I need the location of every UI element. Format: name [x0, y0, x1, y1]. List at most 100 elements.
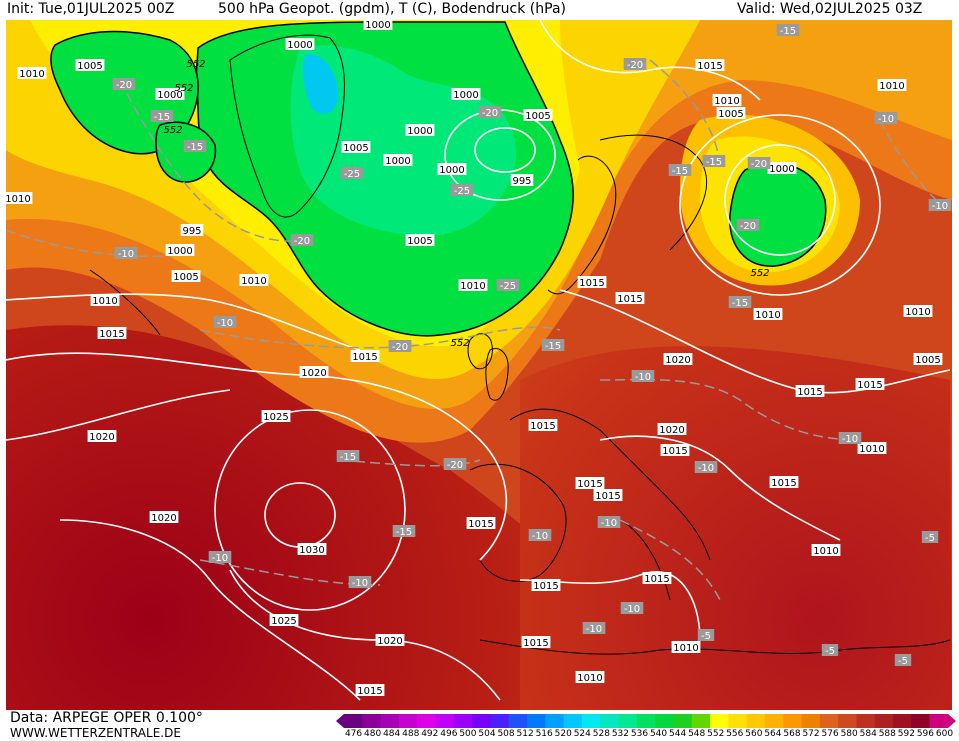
isotherm-label: -5 [921, 531, 939, 544]
color-scale-tick-label: 480 [364, 729, 382, 739]
weather-map-canvas: 1000 1000 1005 1010 1000 1000 1005 1000 1005 1000… [3, 18, 952, 710]
isobar-label: 1020 [657, 423, 687, 436]
color-scale-swatch [563, 714, 583, 728]
isobar-label: 1015 [350, 350, 380, 363]
color-scale-swatch [472, 714, 491, 728]
isobar-value: 1020 [665, 355, 690, 366]
geopotential-value: 552 [450, 338, 469, 349]
isotherm-value: -25 [500, 281, 516, 292]
isotherm-label: -5 [697, 629, 715, 642]
color-scale-tick-label: 508 [497, 729, 515, 739]
isotherm-label: -20 [112, 78, 136, 91]
isobar-label: 1015 [642, 572, 672, 585]
isotherm-label: -10 [838, 432, 862, 445]
isobar-value: 1015 [533, 581, 558, 592]
isobar-label: 1000 [155, 88, 185, 101]
isotherm-label: -20 [736, 219, 760, 232]
isobar-label: 1005 [913, 353, 943, 366]
data-source-label: Data: ARPEGE OPER 0.100° [10, 710, 203, 726]
color-scale-max-arrow [948, 714, 956, 728]
isobar-label: 1015 [660, 444, 690, 457]
isotherm-label: -15 [150, 110, 174, 123]
color-scale-tick-label: 548 [688, 729, 706, 739]
isotherm-value: -10 [932, 201, 948, 212]
isotherm-label: -25 [450, 184, 474, 197]
isobar-value: 1020 [301, 368, 326, 379]
isobar-value: 1000 [769, 164, 794, 175]
isobar-value: 1000 [167, 246, 192, 257]
isotherm-value: -15 [706, 157, 722, 168]
geopotential-label: 552 [174, 83, 193, 94]
isobar-value: 1020 [659, 425, 684, 436]
isobar-label: 1015 [769, 476, 799, 489]
isobar-value: 1025 [263, 412, 288, 423]
isobar-value: 1015 [99, 329, 124, 340]
color-scale-tick-label: 584 [859, 729, 877, 739]
isotherm-value: -20 [482, 108, 498, 119]
color-scale-tick-label: 560 [745, 729, 763, 739]
isobar-label: 1010 [877, 79, 907, 92]
color-scale-swatch [856, 714, 876, 728]
website-label: WWW.WETTERZENTRALE.DE [10, 726, 181, 740]
isobar-value: 1010 [92, 296, 117, 307]
isobar-value: 1020 [151, 513, 176, 524]
isotherm-label: -15 [336, 450, 360, 463]
color-scale-tick-label: 564 [764, 729, 782, 739]
isobar-label: 1000 [383, 154, 413, 167]
isobar-label: 1005 [171, 270, 201, 283]
warm-air-southwest [6, 325, 640, 710]
isobar-label: 1000 [767, 162, 797, 175]
isobar-labels: 1000 1000 1005 1010 1000 1000 1005 1000 1005 1000… [3, 18, 943, 697]
isobar-value: 1010 [714, 96, 739, 107]
isobar-value: 1010 [813, 546, 838, 557]
color-scale-swatch [490, 714, 510, 728]
isobar-label: 1000 [165, 244, 195, 257]
isotherm-value: -15 [340, 452, 356, 463]
color-scale-swatch [764, 714, 784, 728]
color-scale-swatch [801, 714, 821, 728]
isobar-label: 1020 [663, 353, 693, 366]
isobar-label: 1010 [753, 308, 783, 321]
isobar-label: 995 [180, 224, 204, 237]
isotherm-label: -15 [702, 155, 726, 168]
warm-air-southeast [520, 346, 952, 710]
isobar-label: 1010 [239, 274, 269, 287]
color-scale-min-arrow [336, 714, 344, 728]
isobar-label: 1005 [405, 234, 435, 247]
isotherm-value: -10 [601, 518, 617, 529]
isotherm-value: -10 [635, 372, 651, 383]
color-scale-tick-label: 476 [344, 729, 363, 739]
isotherm-value: -10 [212, 553, 228, 564]
isobar-value: 1010 [577, 673, 602, 684]
isobar-label: 1010 [90, 294, 120, 307]
isobar-label: 1010 [3, 192, 33, 205]
isotherm-value: -5 [825, 646, 835, 657]
isotherm-label: -20 [388, 340, 412, 353]
isotherm-label: -5 [821, 644, 839, 657]
isobar-value: 1020 [377, 636, 402, 647]
geopotential-value: 552 [174, 83, 193, 94]
color-scale-tick-label: 592 [897, 729, 915, 739]
isobar-value: 1015 [577, 479, 602, 490]
isobar-label: 1015 [575, 477, 605, 490]
color-scale-swatch [618, 714, 638, 728]
isotherm-value: -10 [586, 624, 602, 635]
color-scale-swatch [398, 714, 418, 728]
isobar-label: 1010 [857, 442, 887, 455]
color-scale-tick-label: 528 [592, 729, 610, 739]
isotherm-value: -20 [116, 80, 132, 91]
isobar-label: 1015 [593, 489, 623, 502]
isotherm-label: -10 [694, 461, 718, 474]
isobar-label: 1010 [671, 641, 701, 654]
color-scale-swatch [344, 714, 363, 728]
isotherm-value: -20 [740, 221, 756, 232]
isotherm-value: -10 [217, 318, 233, 329]
isotherm-value: -25 [454, 186, 470, 197]
color-scale-tick-label: 516 [535, 729, 553, 739]
isotherm-label: -10 [348, 576, 372, 589]
isotherm-value: -10 [698, 463, 714, 474]
color-scale-swatch [746, 714, 766, 728]
color-scale-swatch [417, 714, 437, 728]
color-scale-tick-label: 524 [573, 729, 591, 739]
isobar-label: 1005 [716, 107, 746, 120]
